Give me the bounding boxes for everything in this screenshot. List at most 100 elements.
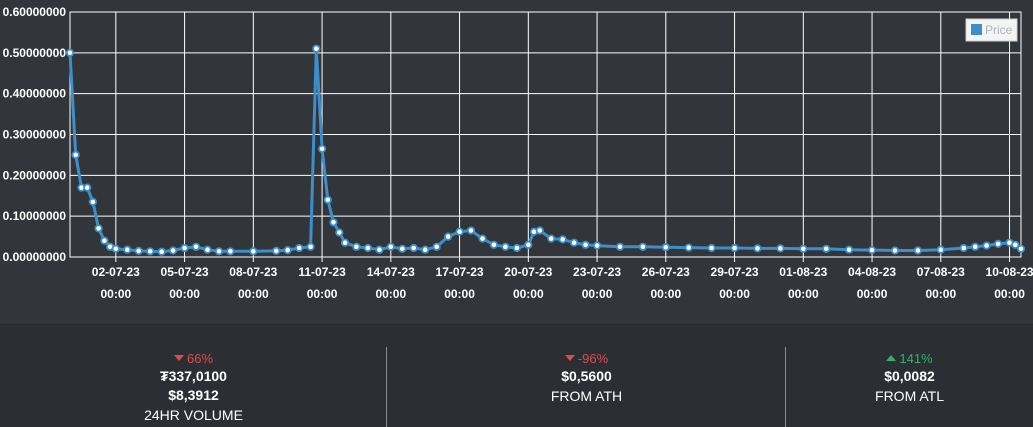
price-chart: 0.60000000 0.50000000 0.40000000 0.30000000… xyxy=(2,5,1033,301)
price-point xyxy=(123,245,132,254)
x-tick-time: 00:00 xyxy=(100,287,131,301)
price-point xyxy=(375,245,384,254)
x-tick-date: 11-07-23 xyxy=(298,265,346,279)
price-point xyxy=(398,244,407,253)
price-point xyxy=(501,242,510,251)
price-point xyxy=(971,242,980,251)
price-point xyxy=(512,243,522,253)
x-tick-time: 00:00 xyxy=(375,287,406,301)
price-point xyxy=(1011,240,1020,249)
price-point xyxy=(913,246,923,255)
price-point xyxy=(386,242,395,251)
price-point xyxy=(478,234,487,243)
price-point xyxy=(272,246,281,255)
price-point xyxy=(226,247,235,256)
price-point xyxy=(936,245,945,254)
price-point xyxy=(753,244,762,253)
x-tick-date: 05-07-23 xyxy=(161,265,209,279)
price-point xyxy=(203,245,212,254)
price-point xyxy=(169,246,178,255)
ath-label: FROM ATH xyxy=(550,388,623,404)
price-point xyxy=(421,245,430,254)
price-point xyxy=(214,247,224,256)
x-tick-time: 00:00 xyxy=(513,287,544,301)
atl-change-text: 141% xyxy=(899,351,933,366)
y-tick-label: 0.60000000 xyxy=(3,5,67,19)
volume-label: 24HR VOLUME xyxy=(144,407,243,423)
x-tick-time: 00:00 xyxy=(994,287,1025,301)
price-point xyxy=(88,197,98,206)
price-point xyxy=(993,239,1003,248)
x-tick-date: 17-07-23 xyxy=(436,265,484,279)
stat-from-ath: -96% $0,5600 FROM ATH xyxy=(387,325,786,427)
x-tick-time: 00:00 xyxy=(650,287,681,301)
price-point xyxy=(65,48,75,57)
price-point xyxy=(111,244,120,253)
price-point xyxy=(340,238,350,247)
y-tick-label: 0.40000000 xyxy=(3,87,67,101)
y-tick-label: 0.10000000 xyxy=(3,209,67,223)
price-point xyxy=(867,246,877,255)
price-point xyxy=(455,227,464,236)
y-tick-label: 0.00000000 xyxy=(3,250,67,264)
x-tick-date: 02-07-23 xyxy=(92,265,140,279)
price-point xyxy=(581,240,590,249)
y-tick-label: 0.30000000 xyxy=(3,128,67,142)
price-point xyxy=(312,44,321,53)
x-tick-date: 14-07-23 xyxy=(367,265,415,279)
stat-24hr-volume: 66% ₮337,0100 $8,3912 24HR VOLUME xyxy=(0,325,387,427)
stat-divider xyxy=(785,347,786,427)
x-tick-time: 00:00 xyxy=(169,287,200,301)
price-point xyxy=(890,246,900,255)
price-point xyxy=(71,150,80,159)
price-point xyxy=(317,144,327,153)
x-tick-date: 20-07-23 xyxy=(504,265,552,279)
price-point xyxy=(249,247,258,256)
chart-legend[interactable]: Price xyxy=(965,18,1018,42)
price-point xyxy=(638,242,648,251)
price-point xyxy=(1016,244,1026,253)
price-point xyxy=(558,235,567,244)
price-point xyxy=(822,244,831,253)
stat-from-atl: 141% $0,0082 FROM ATL xyxy=(786,325,1033,427)
x-tick-time: 00:00 xyxy=(788,287,819,301)
price-point xyxy=(569,238,579,247)
legend-swatch xyxy=(971,24,982,35)
price-point xyxy=(661,243,670,252)
price-point xyxy=(730,243,739,253)
caret-down-icon xyxy=(564,355,575,361)
price-point xyxy=(409,243,418,253)
ath-change-text: -96% xyxy=(577,351,609,366)
x-tick-time: 00:00 xyxy=(925,287,956,301)
price-line xyxy=(68,47,1022,254)
price-point xyxy=(180,243,189,253)
price-point xyxy=(547,234,556,243)
price-point xyxy=(592,241,602,250)
price-point xyxy=(615,242,625,251)
caret-down-icon xyxy=(173,355,184,361)
price-point xyxy=(295,243,304,253)
x-tick-date: 08-07-23 xyxy=(229,265,277,279)
x-tick-time: 00:00 xyxy=(444,287,475,301)
price-point xyxy=(134,246,143,255)
price-point xyxy=(191,242,201,251)
price-point xyxy=(524,240,533,249)
price-point xyxy=(776,244,785,253)
x-tick-time: 00:00 xyxy=(857,287,888,301)
atl-change: 141% xyxy=(786,351,1033,367)
caret-up-icon xyxy=(886,355,897,361)
stat-divider xyxy=(386,347,387,427)
x-tick-date: 26-07-23 xyxy=(642,265,690,279)
volume-value-usd: $8,3912 xyxy=(168,387,219,403)
price-point xyxy=(489,240,498,249)
price-point xyxy=(844,245,854,254)
ath-change: -96% xyxy=(387,351,786,367)
price-point xyxy=(959,243,968,253)
price-point xyxy=(535,226,544,235)
price-point xyxy=(329,218,338,227)
ath-value: $0,5600 xyxy=(561,368,612,384)
price-point xyxy=(799,244,808,253)
volume-value-tether: ₮337,0100 xyxy=(160,368,227,384)
x-tick-time: 00:00 xyxy=(719,287,750,301)
x-tick-date: 01-08-23 xyxy=(779,265,827,279)
